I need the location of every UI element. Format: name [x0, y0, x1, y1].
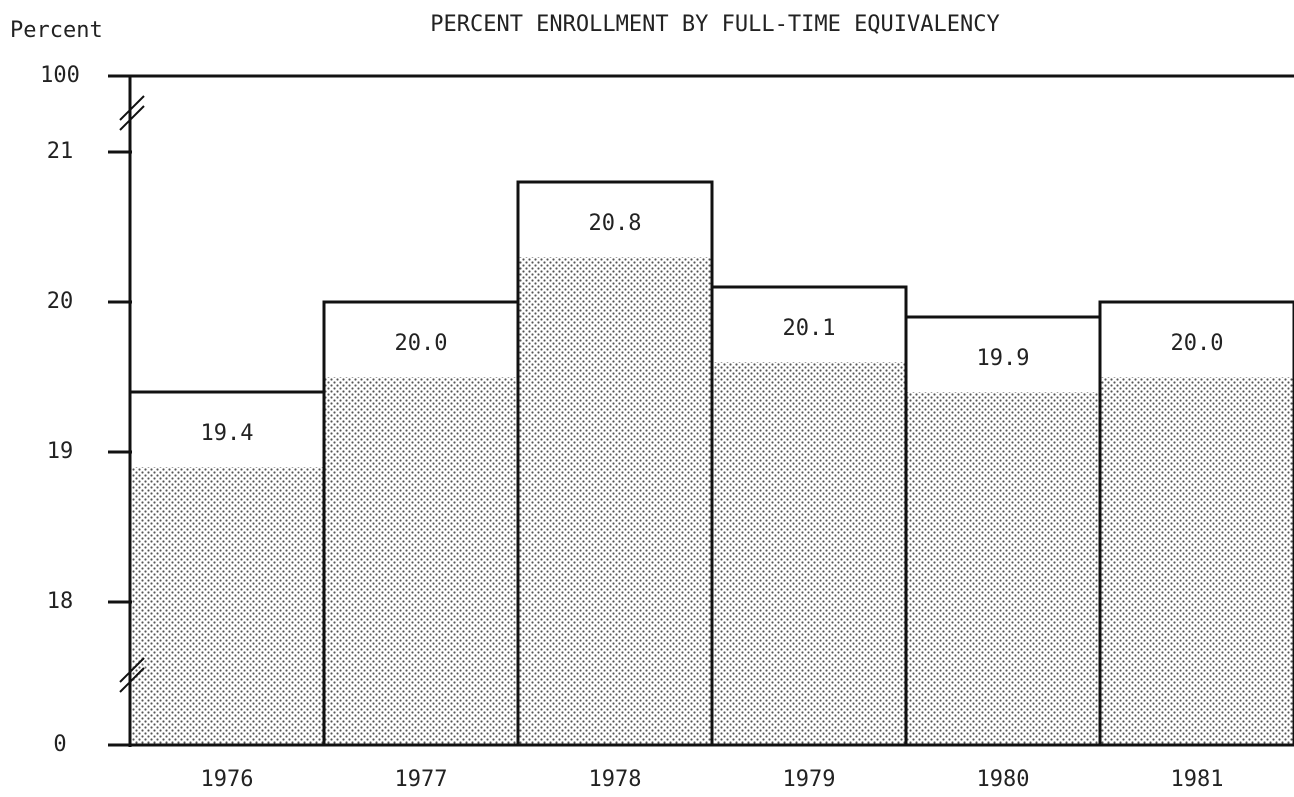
value-label: 20.0 — [1171, 331, 1224, 356]
y-tick-label: 18 — [47, 589, 74, 614]
x-tick-label: 1978 — [589, 767, 642, 792]
y-tick-label: 21 — [47, 139, 74, 164]
bar-shade — [518, 257, 712, 745]
y-tick-label: 19 — [47, 439, 74, 464]
y-tick-label: 20 — [47, 289, 74, 314]
y-axis-label: Percent — [10, 18, 103, 43]
y-tick-label: 100 — [40, 63, 80, 88]
y-tick-label: 0 — [53, 732, 66, 757]
x-tick-label: 1977 — [395, 767, 448, 792]
x-tick-label: 1979 — [783, 767, 836, 792]
chart-title: PERCENT ENROLLMENT BY FULL-TIME EQUIVALE… — [430, 12, 1000, 37]
value-label: 20.0 — [395, 331, 448, 356]
x-tick-label: 1976 — [201, 767, 254, 792]
plot — [128, 180, 1294, 747]
bar-shade — [906, 392, 1100, 745]
bar-shade — [130, 467, 324, 745]
x-tick-label: 1980 — [977, 767, 1030, 792]
value-label: 20.8 — [589, 211, 642, 236]
value-label: 20.1 — [783, 316, 836, 341]
bar-shade — [712, 362, 906, 745]
axis-break — [119, 95, 145, 131]
x-tick-label: 1981 — [1171, 767, 1224, 792]
axis-break — [119, 657, 145, 693]
value-label: 19.9 — [977, 346, 1030, 371]
value-label: 19.4 — [201, 421, 254, 446]
bar-shade — [1100, 377, 1294, 745]
bar-shade — [324, 377, 518, 745]
